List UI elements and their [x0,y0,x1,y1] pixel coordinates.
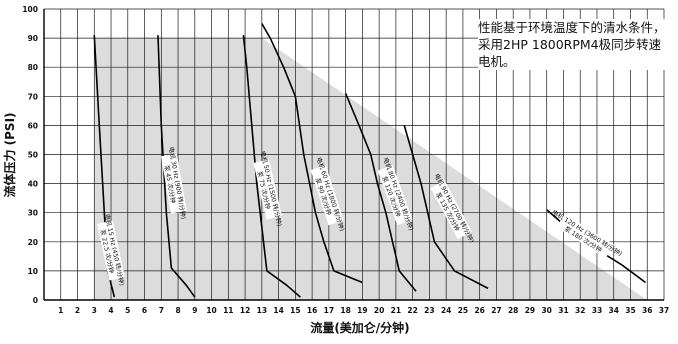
x-tick-label: 22 [407,306,417,315]
y-axis-ticks: 0 10 20 30 40 50 60 70 80 90 100 [22,5,38,305]
curve-line [261,23,363,284]
x-tick-label: 36 [642,306,652,315]
curve-label-bg [253,159,283,220]
x-tick-label: 30 [541,306,551,315]
x-tick-label: 13 [257,306,267,315]
x-tick-label: 10 [206,306,216,315]
axes [43,9,664,301]
x-tick-label: 20 [374,306,384,315]
x-tick-label: 26 [474,306,484,315]
x-tick-label: 1 [58,306,63,315]
x-tick-label: 12 [240,306,250,315]
y-tick-label: 90 [28,34,38,43]
curve-line [157,35,196,298]
x-tick-label: 24 [441,306,451,315]
y-tick-label: 60 [28,121,38,130]
x-tick-label: 28 [508,306,518,315]
curve-line [344,93,417,292]
y-tick-label: 50 [28,151,38,160]
curve-label-bg [97,220,125,281]
x-tick-label: 5 [125,306,130,315]
x-tick-label: 15 [290,306,300,315]
curve-line [242,35,301,298]
performance-note: 性能基于环境温度下的清水条件，采用2HP 1800RPM4极同步转速电机。 [478,19,670,70]
curve-label-bg [377,165,413,226]
y-tick-label: 10 [28,267,38,276]
y-tick-label: 40 [28,180,38,189]
y-tick-label: 70 [28,92,38,101]
curve-line [403,125,489,290]
y-tick-label: 100 [22,5,38,14]
x-tick-label: 29 [525,306,535,315]
x-tick-label: 34 [609,306,619,315]
curve-label-bg [310,165,344,226]
y-tick-label: 20 [28,238,38,247]
x-tick-label: 27 [491,306,501,315]
x-tick-label: 2 [75,306,80,315]
x-tick-label: 11 [223,306,233,315]
x-tick-label: 7 [159,306,164,315]
x-axis-label: 流量(美加仑/分钟) [310,320,409,335]
x-tick-label: 25 [458,306,468,315]
y-axis-label: 流体压力 (PSI) [2,112,17,197]
x-tick-label: 33 [592,306,602,315]
x-tick-label: 23 [424,306,434,315]
x-tick-label: 19 [357,306,367,315]
curve-label-bg [430,180,472,240]
x-tick-label: 21 [391,306,401,315]
curve-label-bg [556,213,615,259]
x-tick-label: 16 [307,306,317,315]
y-tick-label: 80 [28,63,38,72]
x-tick-label: 18 [340,306,350,315]
y-tick-label: 0 [33,296,38,305]
y-tick-label: 30 [28,209,38,218]
x-tick-label: 17 [324,306,334,315]
x-tick-label: 35 [625,306,635,315]
x-tick-label: 31 [558,306,568,315]
x-tick-label: 8 [175,306,180,315]
operating-envelope [94,38,648,300]
x-tick-label: 4 [108,306,113,315]
x-tick-label: 3 [92,306,97,315]
x-axis-ticks: 1 2 3 4 5 6 7 8 9 10 11 12 13 14 15 16 17 18 19 20 21 22 23 24 2… [58,306,669,315]
x-tick-label: 32 [575,306,585,315]
x-tick-label: 37 [659,306,669,315]
x-tick-label: 14 [273,306,283,315]
x-tick-label: 6 [142,306,147,315]
curve-label-bg [160,153,187,214]
x-tick-label: 9 [192,306,197,315]
